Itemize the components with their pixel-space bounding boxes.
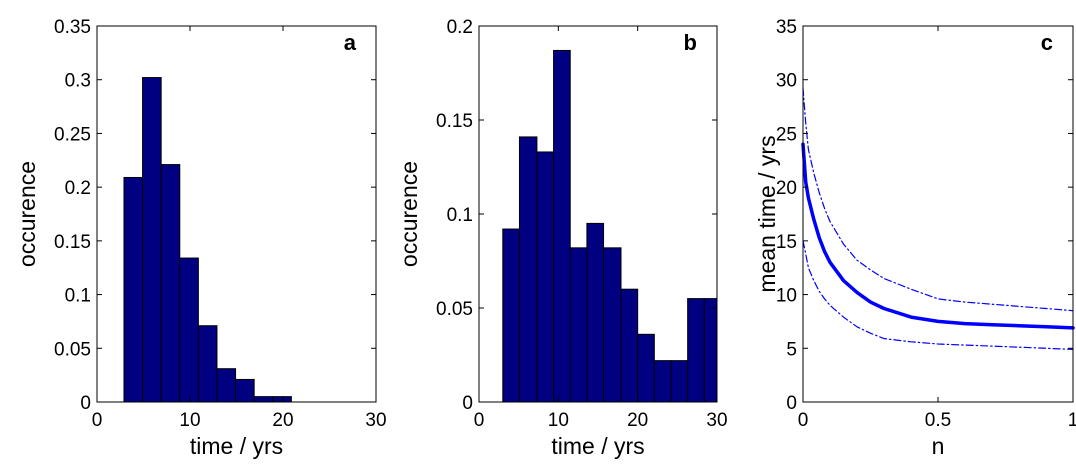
y-tick-label-c-4: 20	[776, 178, 797, 199]
y-tick-label-a-3: 0.15	[54, 232, 91, 253]
bar-b-3	[553, 49, 571, 403]
x-tick-label-a-0: 0	[92, 410, 103, 431]
x-axis-title-b: time / yrs	[551, 433, 644, 459]
bar-a-0	[123, 176, 144, 403]
axes-box-a	[96, 25, 377, 403]
y-tick-label-a-4: 0.2	[65, 178, 91, 199]
bar-a-1	[142, 77, 162, 403]
bar-b-6	[603, 247, 622, 403]
y-tick-label-b-0: 0	[462, 393, 473, 414]
y-tick-label-c-1: 5	[786, 339, 797, 360]
bar-b-2	[536, 151, 555, 403]
bar-a-3	[179, 257, 199, 403]
bar-a-2	[160, 164, 181, 403]
y-tick-label-a-7: 0.35	[54, 17, 91, 38]
y-tick-label-a-2: 0.1	[65, 286, 91, 307]
bar-a-8	[272, 396, 292, 403]
bar-b-1	[518, 136, 538, 403]
bar-a-5	[216, 368, 237, 403]
bar-b-4	[569, 247, 588, 403]
y-tick-label-b-4: 0.2	[447, 17, 473, 38]
axes-box-c	[802, 25, 1074, 403]
x-tick-label-c-2: 1	[1068, 410, 1076, 431]
mean-line	[801, 142, 1075, 330]
bound-line-1	[802, 87, 1074, 312]
bound-line-2	[802, 240, 1074, 350]
bar-a-6	[235, 378, 255, 403]
x-tick-label-c-1: 0.5	[925, 410, 951, 431]
y-tick-label-a-5: 0.25	[54, 124, 91, 145]
y-tick-label-b-3: 0.15	[436, 111, 473, 132]
y-tick-label-b-2: 0.1	[447, 205, 473, 226]
panel-letter-b: b	[684, 30, 697, 55]
y-tick-label-c-6: 30	[776, 71, 797, 92]
x-axis-title-c: n	[932, 433, 945, 459]
y-tick-label-b-1: 0.05	[436, 299, 473, 320]
y-tick-label-c-7: 35	[776, 17, 797, 38]
x-tick-label-a-3: 30	[365, 410, 386, 431]
bar-b-12	[703, 298, 718, 403]
y-axis-title-c: mean time / yrs	[754, 135, 780, 292]
bar-a-7	[253, 396, 274, 403]
panel-letter-a: a	[344, 30, 357, 55]
x-tick-label-b-2: 20	[627, 410, 648, 431]
y-tick-label-a-0: 0	[80, 393, 91, 414]
bar-a-4	[197, 325, 218, 403]
y-tick-label-c-3: 15	[776, 232, 797, 253]
x-tick-label-b-0: 0	[474, 410, 485, 431]
bar-b-10	[670, 360, 689, 403]
chart-panel-b: 0 10 20 30 0 0.05 0.1 0.15 0.2 time / yrs occurenc…	[396, 17, 728, 459]
bar-b-0	[502, 228, 520, 403]
x-tick-label-b-1: 10	[548, 410, 569, 431]
y-tick-label-c-5: 25	[776, 124, 797, 145]
y-tick-label-c-2: 10	[776, 286, 797, 307]
y-axis-title-b: occurence	[396, 161, 422, 267]
x-axis-title-a: time / yrs	[190, 433, 283, 459]
y-tick-label-a-6: 0.3	[65, 71, 91, 92]
x-tick-label-a-1: 10	[179, 410, 200, 431]
bar-b-8	[637, 333, 655, 403]
y-axis-title-a: occurence	[14, 161, 40, 267]
panel-letter-c: c	[1041, 30, 1053, 55]
y-tick-label-a-1: 0.05	[54, 339, 91, 360]
x-tick-label-b-3: 30	[706, 410, 727, 431]
chart-panel-a: 0 10 20 30 0 0.05 0.1 0.15 0.2 0.25 0.3 0.35 time / …	[14, 17, 387, 459]
bar-b-9	[653, 360, 672, 403]
x-tick-label-c-0: 0	[798, 410, 809, 431]
bar-b-11	[687, 298, 705, 403]
x-tick-label-a-2: 20	[272, 410, 293, 431]
bar-b-5	[586, 222, 605, 403]
bar-b-7	[620, 288, 639, 403]
y-tick-label-c-0: 0	[786, 393, 797, 414]
